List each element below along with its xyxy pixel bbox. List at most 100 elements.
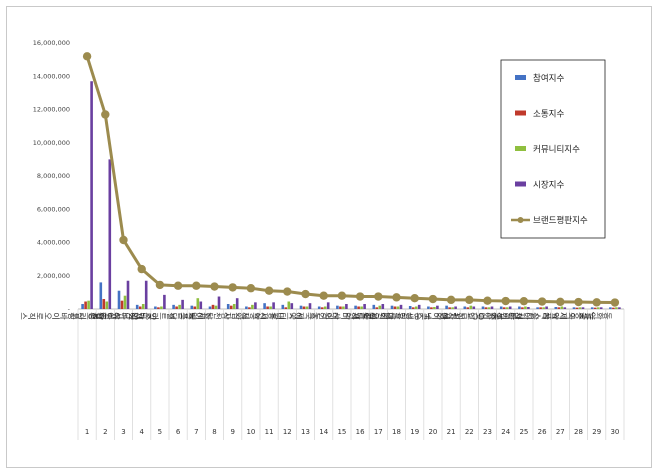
line-point — [319, 291, 328, 300]
bar-커뮤니티지수 — [578, 307, 582, 309]
bar-참여지수 — [190, 305, 194, 309]
category-number: 27 — [556, 428, 565, 436]
category-number: 11 — [265, 428, 274, 436]
bar-참여지수 — [572, 307, 576, 309]
line-point — [574, 297, 583, 307]
category-label: 바이넥스 — [416, 311, 449, 320]
bar-커뮤니티지수 — [433, 307, 436, 309]
bar-시장지수 — [472, 306, 476, 309]
line-point — [82, 52, 92, 61]
bar-시장지수 — [90, 81, 93, 309]
bar-참여지수 — [245, 306, 248, 309]
bar-시장지수 — [545, 306, 548, 309]
y-tick-label: 16,000,000 — [33, 39, 70, 47]
bar-시장지수 — [345, 304, 348, 309]
category-label: 셀트리온제약 — [126, 311, 176, 320]
bar-커뮤니티지수 — [123, 295, 127, 309]
bar-시장지수 — [363, 304, 366, 309]
bar-소통지수 — [466, 307, 470, 309]
bar-참여지수 — [117, 290, 121, 309]
bar-시장지수 — [490, 306, 494, 309]
category-label: 삼일제약 — [488, 311, 522, 320]
category-number: 30 — [610, 428, 619, 436]
bar-시장지수 — [417, 304, 421, 309]
category-label: GC녹십자엠 — [441, 311, 485, 320]
category-label: 대웅제약 — [251, 311, 284, 320]
line-point — [337, 291, 347, 300]
bar-참여지수 — [317, 306, 321, 309]
bar-커뮤니티지수 — [487, 307, 491, 309]
line-point — [392, 293, 401, 302]
category-label: JW중외제약 — [550, 311, 594, 320]
category-number: 8 — [212, 428, 216, 436]
category-number: 2 — [103, 428, 107, 436]
category-number: 29 — [592, 428, 601, 436]
bar-참여지수 — [518, 306, 521, 309]
line-point — [556, 297, 565, 307]
bar-시장지수 — [454, 306, 457, 309]
legend-swatch — [515, 146, 526, 151]
bar-커뮤니티지수 — [214, 305, 218, 309]
line-point — [173, 281, 183, 290]
line-point — [192, 281, 201, 290]
category-number: 12 — [283, 428, 292, 436]
bar-커뮤니티지수 — [323, 306, 327, 309]
y-tick-label: 4,000,000 — [37, 239, 70, 247]
bar-시장지수 — [326, 302, 330, 309]
bar-커뮤니티지수 — [451, 307, 454, 309]
line-point — [264, 286, 274, 295]
bar-참여지수 — [336, 305, 339, 309]
bar-시장지수 — [436, 305, 439, 309]
bar-커뮤니티지수 — [505, 307, 509, 309]
category-label: 종근당 — [169, 311, 193, 320]
category-label: 삼성바이오로직스 — [20, 311, 85, 320]
category-label: 대원제약 — [360, 311, 393, 320]
category-label: 대웅 — [323, 312, 339, 321]
line-point — [119, 235, 128, 245]
category-number: 3 — [121, 428, 125, 436]
bar-소통지수 — [102, 299, 106, 309]
bar-소통지수 — [175, 306, 178, 309]
bar-시장지수 — [126, 280, 130, 309]
bar-소통지수 — [575, 307, 579, 309]
bar-참여지수 — [226, 304, 230, 309]
line-point — [355, 292, 365, 301]
bar-커뮤니티지수 — [469, 305, 473, 309]
bar-소통지수 — [612, 307, 615, 309]
bar-커뮤니티지수 — [560, 306, 564, 309]
y-tick-label: 2,000,000 — [37, 272, 70, 280]
line-point — [246, 284, 256, 293]
bar-참여지수 — [499, 306, 503, 309]
category-label: 일동제약 — [342, 311, 375, 320]
line-point — [210, 282, 219, 291]
bar-시장지수 — [527, 307, 530, 309]
legend-marker — [517, 217, 524, 223]
category-number: 14 — [319, 428, 328, 436]
category-label: 셀트리온 — [70, 312, 103, 321]
line-point — [155, 280, 165, 290]
bar-시장지수 — [254, 302, 257, 309]
bar-소통지수 — [375, 307, 379, 309]
bar-소통지수 — [248, 307, 251, 309]
line-point — [374, 292, 383, 301]
bar-소통지수 — [193, 306, 197, 309]
y-tick-label: 12,000,000 — [33, 106, 70, 114]
category-number: 7 — [194, 428, 198, 436]
bar-소통지수 — [229, 305, 233, 309]
line-point — [465, 295, 474, 305]
line-point — [610, 298, 620, 307]
category-label: 삼아제약 — [506, 311, 540, 320]
category-label: HK이노엔 — [467, 312, 502, 321]
category-label: 녹십자 — [223, 311, 248, 320]
line-point — [592, 298, 601, 307]
bar-커뮤니티지수 — [378, 305, 382, 309]
bar-참여지수 — [536, 307, 539, 309]
bar-참여지수 — [172, 304, 175, 309]
category-label: 한미약품 — [179, 311, 211, 320]
bar-소통지수 — [557, 307, 561, 309]
category-label: 프레스티지바이오파마 — [476, 311, 557, 320]
y-tick-label: 6,000,000 — [37, 205, 70, 213]
bar-커뮤니티지수 — [596, 307, 600, 309]
bar-소통지수 — [284, 307, 288, 309]
